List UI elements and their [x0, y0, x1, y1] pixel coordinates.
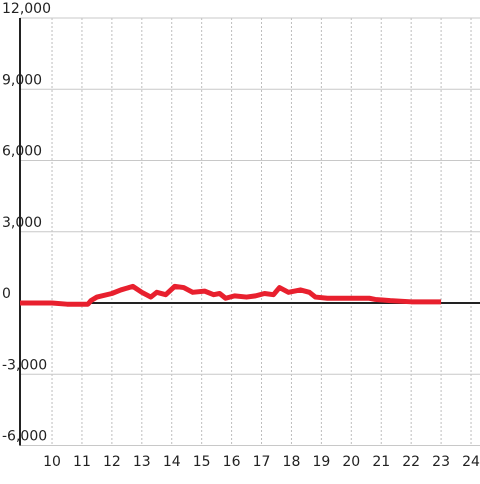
x-tick-label: 20: [342, 454, 360, 470]
x-tick-label: 13: [133, 454, 151, 470]
y-tick-label: -3,000: [2, 357, 47, 373]
y-tick-label: -6,000: [2, 429, 47, 445]
x-tick-label: 17: [253, 454, 271, 470]
y-tick-label: 3,000: [2, 215, 42, 231]
x-tick-label: 21: [372, 454, 390, 470]
x-tick-label: 23: [432, 454, 450, 470]
x-tick-label: 22: [402, 454, 420, 470]
y-tick-label: 9,000: [2, 72, 42, 88]
x-tick-label: 14: [163, 454, 181, 470]
x-tick-label: 11: [73, 454, 91, 470]
x-tick-label: 19: [312, 454, 330, 470]
y-tick-label: 0: [2, 286, 11, 302]
y-tick-label: 12,000: [2, 1, 51, 17]
x-tick-label: 24: [462, 454, 480, 470]
data-line: [20, 283, 442, 307]
x-tick-label: 12: [103, 454, 121, 470]
x-tick-label: 15: [193, 454, 211, 470]
x-tick-label: 10: [43, 454, 61, 470]
y-tick-label: 6,000: [2, 144, 42, 160]
x-tick-label: 18: [283, 454, 301, 470]
x-tick-label: 16: [223, 454, 241, 470]
